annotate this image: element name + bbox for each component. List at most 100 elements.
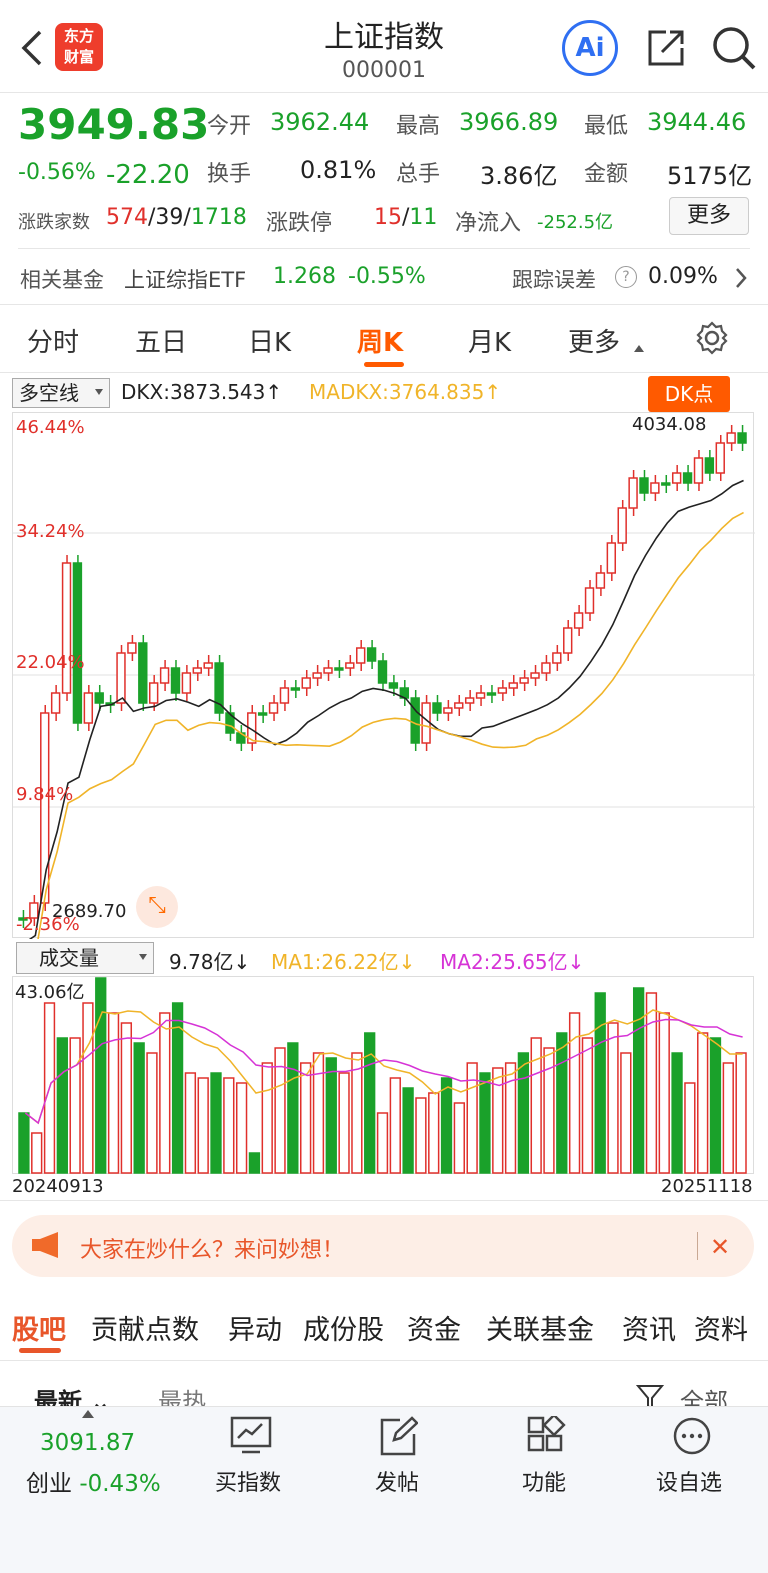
expand-up-icon[interactable]: [82, 1410, 94, 1418]
tab-weekly[interactable]: 周K: [357, 328, 404, 358]
active-tab-indicator: [364, 362, 404, 367]
candle-body: [464, 697, 475, 704]
settings-icon[interactable]: [694, 320, 730, 360]
candle-body: [29, 902, 39, 919]
down-arrow-icon: ↓: [398, 950, 416, 974]
candle-body: [268, 702, 279, 714]
volume-bar: [466, 1062, 478, 1174]
candle-body: [639, 477, 649, 494]
tab-more[interactable]: 更多: [568, 328, 621, 358]
change-value: -22.20: [106, 160, 190, 190]
madkx-line: [37, 511, 744, 939]
more-button[interactable]: 更多: [669, 197, 749, 235]
volume-bar: [120, 1022, 133, 1174]
tab-5day[interactable]: 五日: [135, 328, 188, 358]
tab-daily[interactable]: 日K: [248, 328, 292, 358]
up-arrow-icon: ↑: [484, 380, 502, 404]
help-icon[interactable]: ?: [615, 266, 637, 288]
ask-banner[interactable]: [12, 1215, 754, 1277]
volume-bar: [594, 992, 606, 1174]
candle-body: [50, 692, 61, 714]
page-title: 上证指数: [324, 20, 444, 55]
y-label-2: 34.24%: [16, 521, 85, 542]
back-icon[interactable]: [18, 28, 48, 68]
volume-bar: [504, 1062, 517, 1174]
high-value: 3966.89: [459, 108, 559, 136]
volume-bar: [223, 1077, 235, 1174]
section-tab-anomaly[interactable]: 异动: [228, 1315, 282, 1346]
share-icon[interactable]: [644, 26, 688, 74]
banner-divider: [697, 1232, 698, 1260]
volume-bar: [632, 987, 645, 1174]
down-arrow-icon: ↓: [567, 950, 585, 974]
candle-body: [192, 667, 202, 674]
chinext-price: 3091.87: [40, 1430, 136, 1456]
section-tab-profile[interactable]: 资料: [694, 1315, 748, 1346]
post-button[interactable]: 发帖: [375, 1471, 420, 1496]
candle-body: [584, 587, 595, 614]
volume-bar: [543, 1047, 555, 1174]
candle-body: [159, 667, 170, 684]
fund-label: 相关基金: [20, 268, 104, 292]
adv-label: 涨跌家数: [18, 212, 90, 233]
candle-body: [650, 482, 660, 494]
volume-bar: [287, 1042, 299, 1174]
buy-index-button[interactable]: 买指数: [215, 1471, 282, 1496]
candle-body: [737, 432, 747, 444]
kline-chart[interactable]: [12, 412, 755, 939]
section-tab-contribution[interactable]: 贡献点数: [91, 1315, 199, 1346]
section-tab-related-funds[interactable]: 关联基金: [486, 1315, 594, 1346]
close-icon[interactable]: ✕: [710, 1233, 731, 1261]
function-icon: [526, 1413, 566, 1460]
volume-bar: [645, 992, 658, 1174]
volume-bar: [684, 1082, 696, 1174]
tab-intraday[interactable]: 分时: [27, 328, 80, 358]
add-watchlist-button[interactable]: 设自选: [656, 1471, 723, 1496]
volume-bar: [479, 1072, 491, 1174]
dropdown-caret-icon: [139, 954, 147, 960]
volume-bar: [325, 1057, 337, 1174]
volume-value: 3.86亿: [480, 162, 558, 190]
candle-body: [432, 702, 442, 714]
section-tab-guba[interactable]: 股吧: [12, 1315, 66, 1346]
candle-body: [83, 692, 94, 724]
search-icon[interactable]: [710, 24, 758, 76]
expand-icon[interactable]: ⤡: [136, 886, 178, 928]
volume-chart[interactable]: [12, 976, 754, 1174]
volume-bar: [171, 1002, 184, 1174]
megaphone-icon: [30, 1230, 64, 1264]
candle-body: [628, 477, 638, 509]
volume-bar: [556, 1032, 568, 1174]
candle-body: [290, 687, 301, 691]
banner-text: 大家在炒什么？来问妙想！: [80, 1238, 345, 1263]
volume-bar: [235, 1082, 248, 1174]
flow-value: -252.5亿: [537, 212, 614, 233]
buy-index-icon: [230, 1416, 272, 1460]
dk-point-button[interactable]: DK点: [648, 376, 730, 412]
section-tab-funds[interactable]: 资金: [407, 1315, 461, 1346]
candle-body: [497, 687, 508, 694]
fund-pct: -0.55%: [348, 264, 426, 289]
tab-monthly[interactable]: 月K: [468, 328, 512, 358]
fund-name[interactable]: 上证综指ETF: [124, 268, 247, 292]
indicator-select[interactable]: 多空线: [12, 378, 110, 408]
high-label: 最高: [396, 114, 441, 139]
open-label: 今开: [207, 114, 252, 139]
max-label: 4034.08: [632, 414, 707, 435]
volume-bar: [146, 1052, 158, 1174]
volume-bar: [133, 1042, 145, 1174]
ai-button[interactable]: Ai: [562, 20, 618, 76]
volume-bar: [709, 1037, 722, 1174]
volume-bar: [31, 1132, 43, 1174]
bottom-toolbar: [0, 1406, 768, 1573]
section-tab-news[interactable]: 资讯: [622, 1315, 676, 1346]
chinext-quote[interactable]: 创业 -0.43%: [26, 1471, 161, 1497]
volume-select[interactable]: 成交量: [16, 942, 154, 974]
min-label: 2689.70: [52, 901, 127, 922]
section-tab-constituents[interactable]: 成份股: [303, 1315, 384, 1346]
function-button[interactable]: 功能: [522, 1471, 567, 1496]
more-circle-icon: [672, 1416, 712, 1460]
down-arrow-icon: ↓: [233, 950, 251, 974]
chevron-right-icon[interactable]: [734, 266, 748, 294]
turnover-value: 0.81%: [300, 156, 377, 184]
